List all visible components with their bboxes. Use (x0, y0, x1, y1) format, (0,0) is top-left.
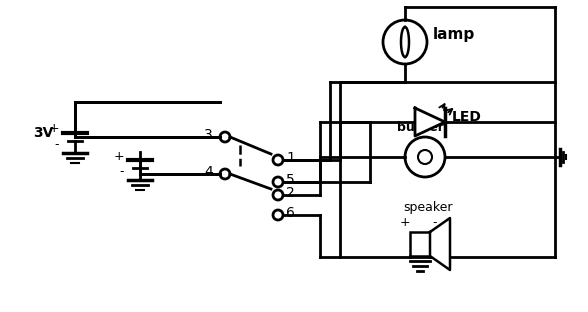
Text: 2: 2 (286, 186, 295, 200)
Text: -: - (55, 139, 59, 152)
Text: LED: LED (452, 110, 482, 124)
Text: -: - (433, 216, 437, 229)
Text: 6: 6 (286, 206, 295, 220)
Text: 1: 1 (286, 151, 295, 165)
Text: speaker: speaker (403, 201, 453, 214)
Text: -: - (119, 165, 124, 178)
Text: 3V: 3V (32, 126, 53, 140)
Polygon shape (415, 108, 445, 136)
Text: 4: 4 (204, 165, 213, 179)
Text: 3: 3 (204, 128, 213, 142)
Text: buzzer: buzzer (396, 121, 443, 134)
Text: lamp: lamp (433, 27, 475, 41)
Bar (410, 232, 430, 256)
Polygon shape (430, 218, 450, 270)
Text: +: + (400, 216, 410, 229)
Text: 5: 5 (286, 173, 295, 187)
Text: +: + (113, 149, 124, 163)
Text: +: + (48, 123, 59, 135)
